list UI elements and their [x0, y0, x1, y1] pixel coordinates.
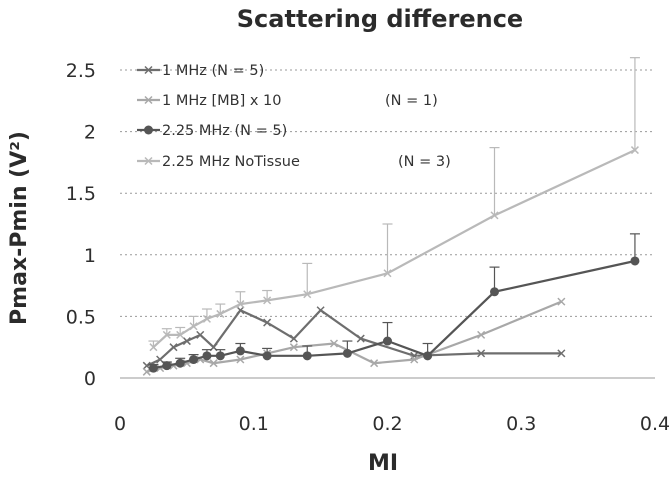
x-tick-label-1: 0.1: [239, 413, 269, 435]
y-tick-label-4: 2: [84, 122, 96, 144]
y-axis-title: Pmax-Pmin (V²): [7, 131, 32, 325]
legend: 1 MHz (N = 5) 1 MHz [MB] x 10 (N = 1) 2.25 …: [137, 63, 451, 170]
y-tick-label-5: 2.5: [66, 60, 96, 82]
legend-item-2: 1 MHz [MB] x 10 (N = 1): [137, 93, 438, 109]
x-tick-label-0: 0: [114, 413, 126, 435]
legend-label: 2.25 MHz (N = 5): [162, 123, 287, 139]
legend-item-3: 2.25 MHz (N = 5): [137, 123, 287, 139]
data-point: [343, 349, 352, 358]
y-tick-label-2: 1: [84, 245, 96, 267]
x-tick-label-4: 0.4: [640, 413, 669, 435]
data-point: [423, 351, 432, 360]
data-point: [303, 351, 312, 360]
x-axis-title: MI: [368, 451, 398, 476]
data-point: [290, 335, 297, 342]
y-tick-label-3: 1.5: [66, 183, 96, 205]
data-point: [149, 364, 158, 373]
legend-swatch-marker: [144, 126, 153, 135]
data-point: [216, 351, 225, 360]
data-point: [202, 351, 211, 360]
y-tick-label-1: 0.5: [66, 306, 96, 328]
legend-label: 1 MHz [MB] x 10: [162, 93, 282, 109]
series-line: [153, 150, 635, 347]
y-tick-label-0: 0: [84, 368, 96, 390]
legend-item-1: 1 MHz (N = 5): [137, 63, 264, 79]
x-tick-label-2: 0.2: [372, 413, 402, 435]
axes: 0 0.5 1 1.5 2 2.5 0 0.1 0.2 0.3 0.4: [66, 60, 669, 435]
chart-title: Scattering difference: [237, 5, 523, 33]
data-point: [162, 361, 171, 370]
legend-note: (N = 3): [398, 154, 451, 170]
data-point: [383, 337, 392, 346]
data-point: [317, 307, 324, 314]
data-point: [176, 359, 185, 368]
legend-label: 2.25 MHz NoTissue: [162, 154, 300, 170]
series-line: [147, 302, 562, 372]
legend-item-4: 2.25 MHz NoTissue (N = 3): [137, 154, 451, 170]
data-point: [490, 287, 499, 296]
legend-note: (N = 1): [385, 93, 438, 109]
legend-label: 1 MHz (N = 5): [162, 63, 264, 79]
data-point: [236, 346, 245, 355]
x-tick-label-3: 0.3: [506, 413, 536, 435]
data-point: [263, 351, 272, 360]
data-point: [630, 256, 639, 265]
data-point: [189, 355, 198, 364]
